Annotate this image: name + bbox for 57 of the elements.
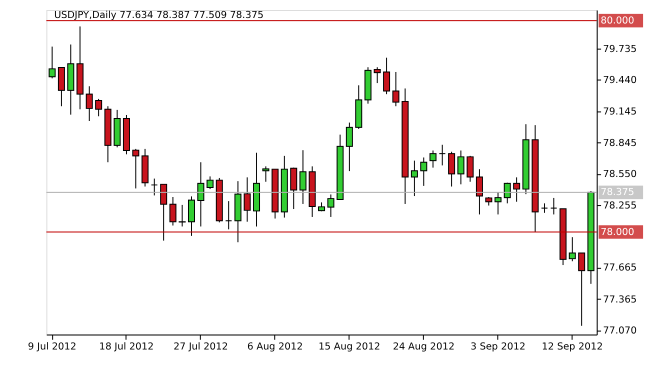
candlestick: [327, 194, 334, 218]
x-tick-label: 3 Sep 2012: [470, 341, 526, 352]
candlestick: [466, 155, 474, 182]
candlestick: [448, 151, 456, 188]
y-tick-label: 77.665: [603, 262, 637, 274]
x-tick-label: 6 Aug 2012: [247, 341, 303, 352]
ref-line-label: 80.000: [600, 16, 634, 27]
y-tick-label: 79.735: [603, 44, 637, 55]
candlestick: [86, 86, 93, 122]
candlestick: [578, 252, 586, 326]
ref-line-label: 78.000: [600, 226, 634, 238]
candlestick: [160, 184, 168, 242]
candlestick: [225, 200, 232, 230]
y-tick-label: 78.255: [603, 200, 637, 212]
candlestick: [420, 156, 428, 186]
candlestick: [550, 197, 558, 215]
candlestick: [58, 67, 65, 107]
candlestick: [178, 204, 186, 227]
candlestick: [95, 98, 102, 117]
candlestick: [476, 168, 483, 215]
candlestick: [430, 150, 437, 168]
x-tick-label: 12 Sep 2012: [542, 341, 603, 352]
candlestick: [169, 196, 176, 226]
candlestick: [504, 182, 511, 204]
candlestick: [244, 176, 251, 222]
candlestick: [290, 167, 298, 210]
candlestick: [410, 160, 418, 197]
candlestick: [540, 202, 548, 214]
candlestick: [568, 236, 576, 262]
candlestick: [299, 150, 306, 204]
candlestick: [346, 122, 353, 172]
y-tick-label: 79.440: [603, 75, 637, 86]
candlestick: [374, 66, 381, 84]
y-tick-label: 78.550: [603, 169, 637, 180]
candlestick: [494, 192, 502, 215]
chart-title: USDJPY,Daily 77.634 78.387 77.509 78.375: [54, 10, 264, 21]
x-tick-label: 9 Jul 2012: [28, 341, 76, 352]
candlestick: [150, 178, 158, 196]
candlestick: [438, 144, 446, 166]
x-tick-label: 15 Aug 2012: [318, 341, 380, 352]
x-tick-label: 24 Aug 2012: [392, 341, 455, 352]
y-tick-label: 77.070: [603, 326, 637, 337]
candlestick: [262, 166, 270, 182]
y-tick-label: 78.845: [603, 138, 637, 150]
candlestick: [392, 71, 400, 107]
candlestick: [457, 150, 464, 185]
candlestick: [48, 46, 56, 79]
y-tick-label: 79.145: [603, 106, 637, 118]
candlestick: [188, 196, 195, 236]
candlestick: [197, 162, 204, 227]
candlestick: [132, 148, 140, 189]
candlestick: [383, 57, 390, 95]
y-tick-label: 77.365: [603, 294, 637, 306]
x-tick-label: 27 Jul 2012: [173, 341, 228, 352]
candlestick: [513, 176, 520, 202]
x-tick-label: 18 Jul 2012: [99, 341, 154, 352]
candlestick: [206, 176, 214, 190]
